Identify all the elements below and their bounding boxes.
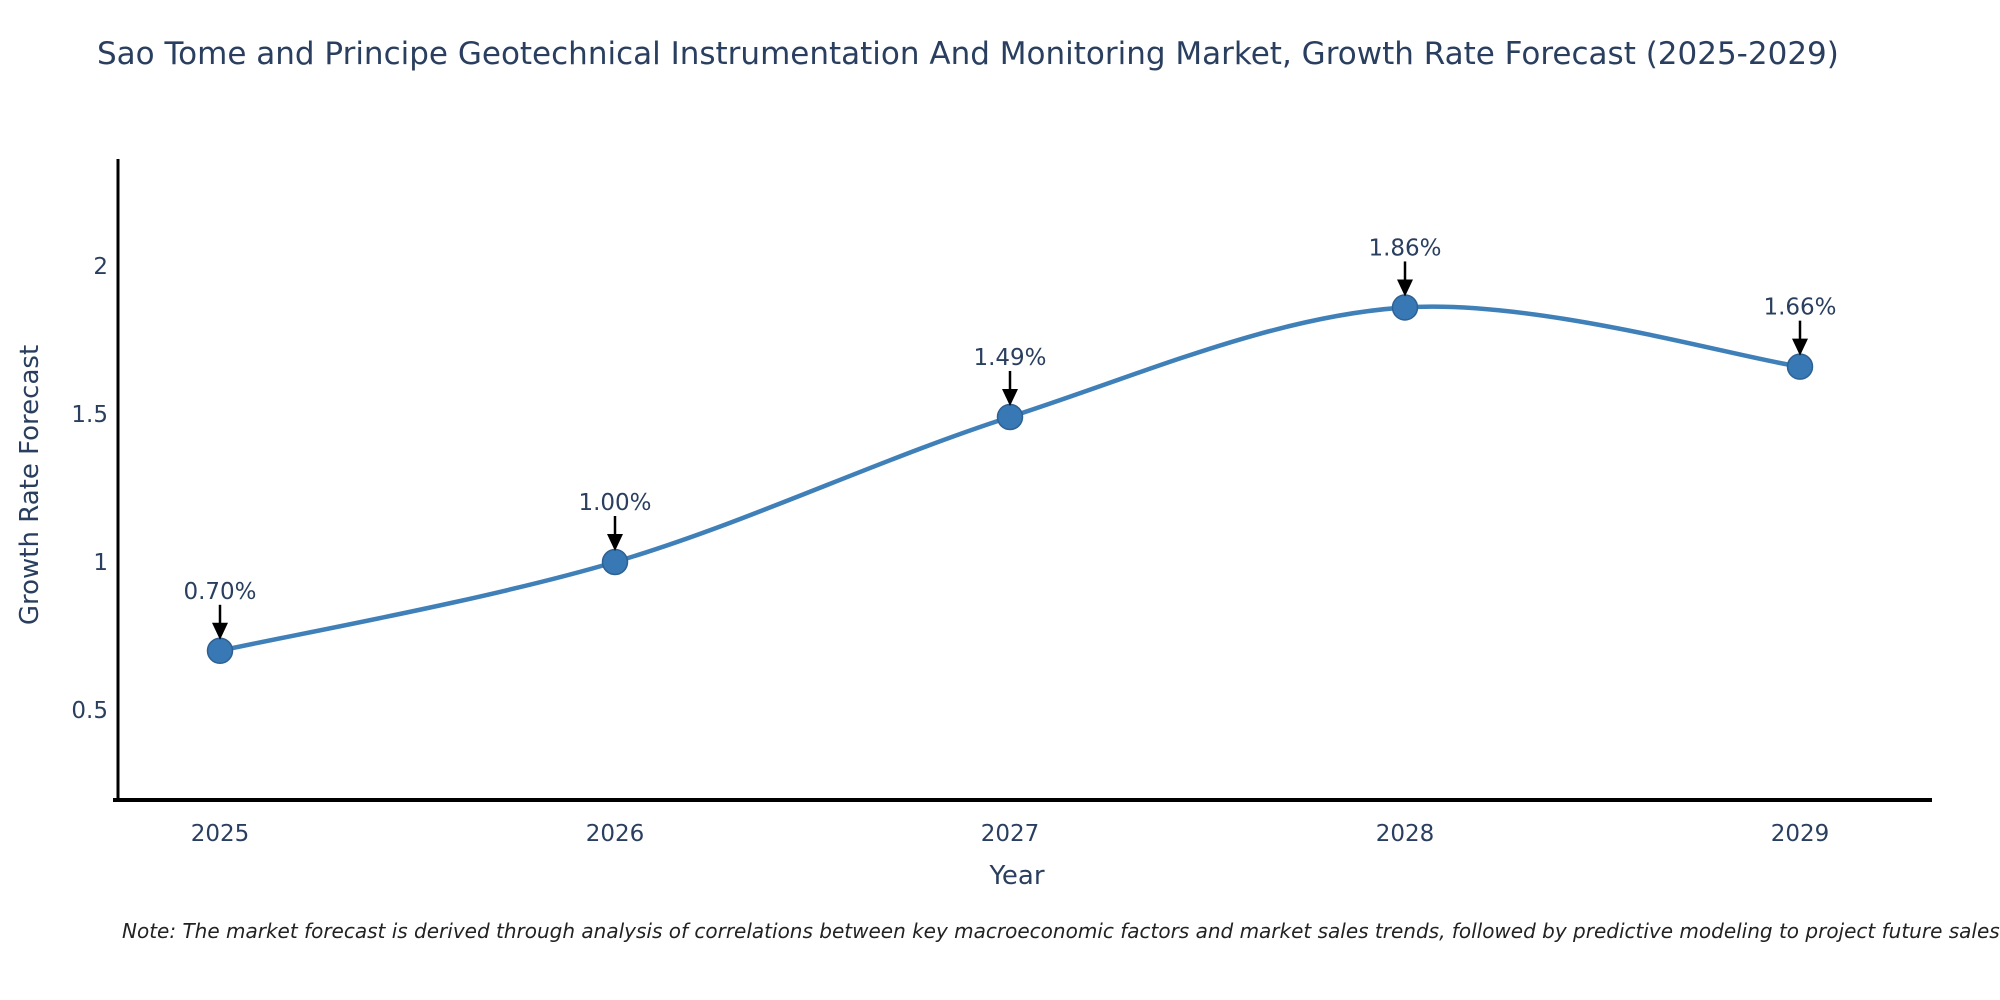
y-tick-label: 0.5 [71, 698, 108, 724]
x-tick-label: 2028 [1376, 821, 1435, 847]
x-axis-spine [113, 798, 1932, 802]
footnote: Note: The market forecast is derived thr… [122, 919, 2000, 943]
x-tick-label: 2027 [981, 821, 1040, 847]
x-tick-label: 2029 [1771, 821, 1830, 847]
x-tick-label: 2026 [586, 821, 645, 847]
data-point-marker [1786, 353, 1814, 380]
data-point-label: 1.00% [578, 490, 651, 516]
annotation-arrowhead-icon [212, 622, 228, 640]
y-axis-spine [116, 159, 120, 802]
data-point-marker [1391, 294, 1419, 321]
x-axis-title: Year [989, 861, 1045, 891]
data-point-marker [206, 637, 234, 665]
annotation-arrowhead-icon [1397, 279, 1413, 297]
x-tick-label: 2025 [191, 821, 250, 847]
data-point-label: 1.86% [1368, 235, 1441, 261]
y-tick-label: 1 [93, 550, 108, 576]
y-tick-label: 1.5 [71, 402, 108, 428]
data-point-marker [996, 403, 1024, 431]
y-tick-label: 2 [93, 254, 108, 280]
data-point-label: 1.49% [973, 345, 1046, 371]
data-point-marker [601, 548, 629, 576]
data-point-label: 0.70% [183, 579, 256, 605]
annotation-arrowhead-icon [1792, 338, 1808, 356]
chart-title: Sao Tome and Principe Geotechnical Instr… [97, 36, 1839, 72]
annotation-arrowhead-icon [1002, 388, 1018, 406]
annotation-arrowhead-icon [607, 534, 623, 551]
data-point-label: 1.66% [1763, 295, 1836, 321]
